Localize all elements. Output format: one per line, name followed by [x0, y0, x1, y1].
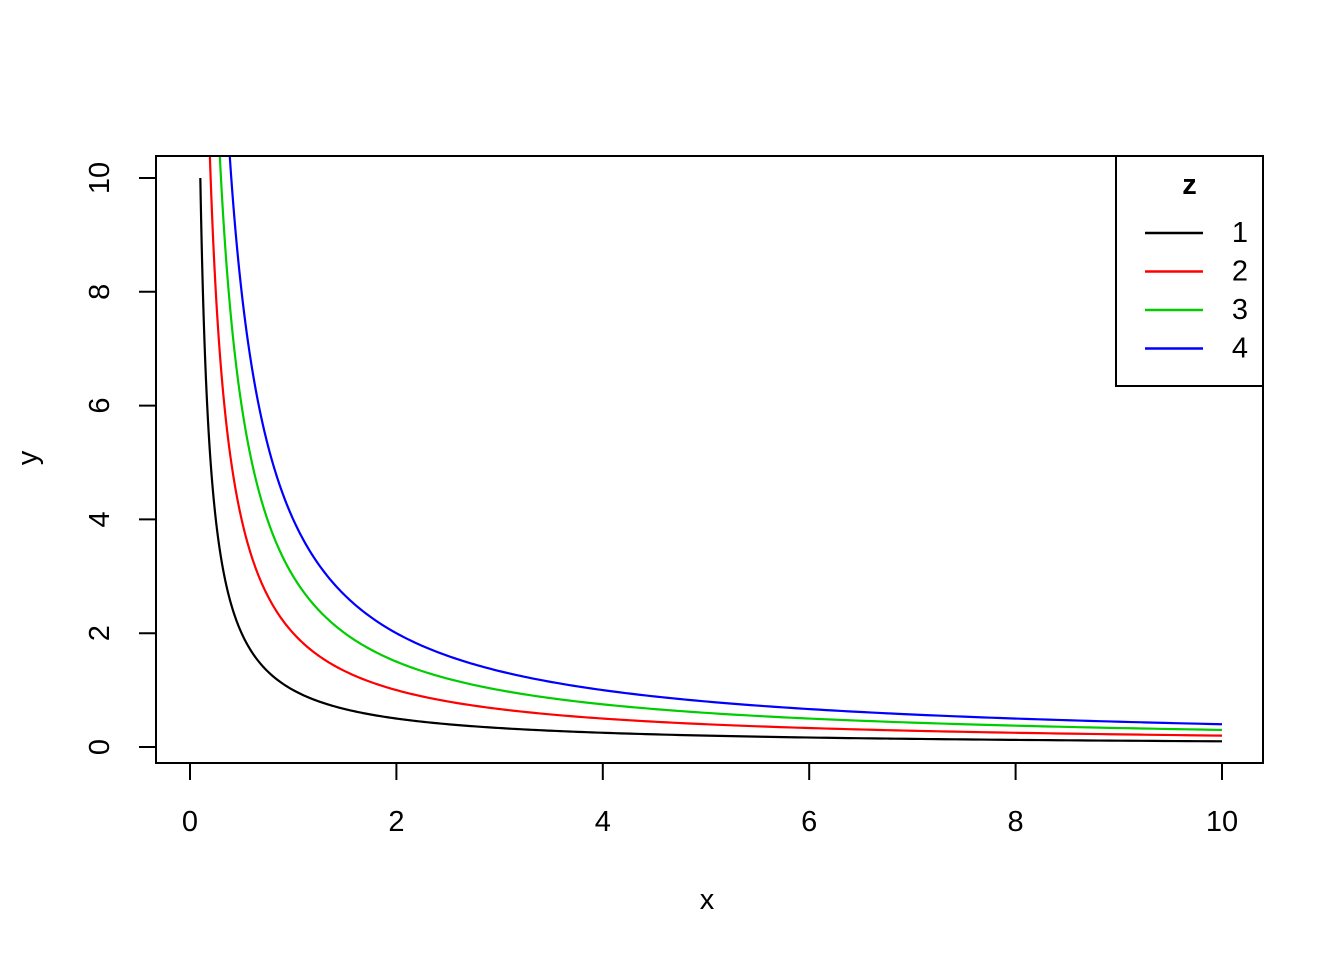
legend-entry-label: 2 [1232, 256, 1248, 288]
legend-entry-label: 3 [1232, 294, 1248, 326]
y-tick-label: 0 [84, 739, 116, 755]
plot-box [155, 155, 1264, 764]
curve-z4 [228, 157, 1223, 726]
x-tick-label: 10 [1206, 806, 1238, 838]
x-tick-label: 2 [388, 806, 404, 838]
curve-z2 [208, 157, 1223, 737]
y-tick-label: 6 [84, 398, 116, 414]
x-tick-label: 4 [595, 806, 611, 838]
y-tick-label: 10 [84, 162, 116, 194]
x-axis-label: x [700, 884, 715, 916]
legend-entry-label: 4 [1232, 333, 1248, 365]
chart-content: 0 2 4 6 8 10 0 2 4 6 8 10 z 1 2 3 4 [84, 155, 1264, 838]
legend-entry-label: 1 [1232, 217, 1248, 249]
y-tick-label: 4 [84, 511, 116, 527]
y-tick-label: 2 [84, 625, 116, 641]
legend-title: z [1182, 169, 1197, 201]
y-tick-label: 8 [84, 284, 116, 300]
curves-group [199, 157, 1223, 743]
x-tick-label: 0 [182, 806, 198, 838]
curve-z3 [218, 157, 1223, 732]
curve-z1 [199, 177, 1223, 743]
x-tick-label: 8 [1008, 806, 1024, 838]
y-axis-label: y [12, 450, 44, 465]
x-tick-label: 6 [801, 806, 817, 838]
